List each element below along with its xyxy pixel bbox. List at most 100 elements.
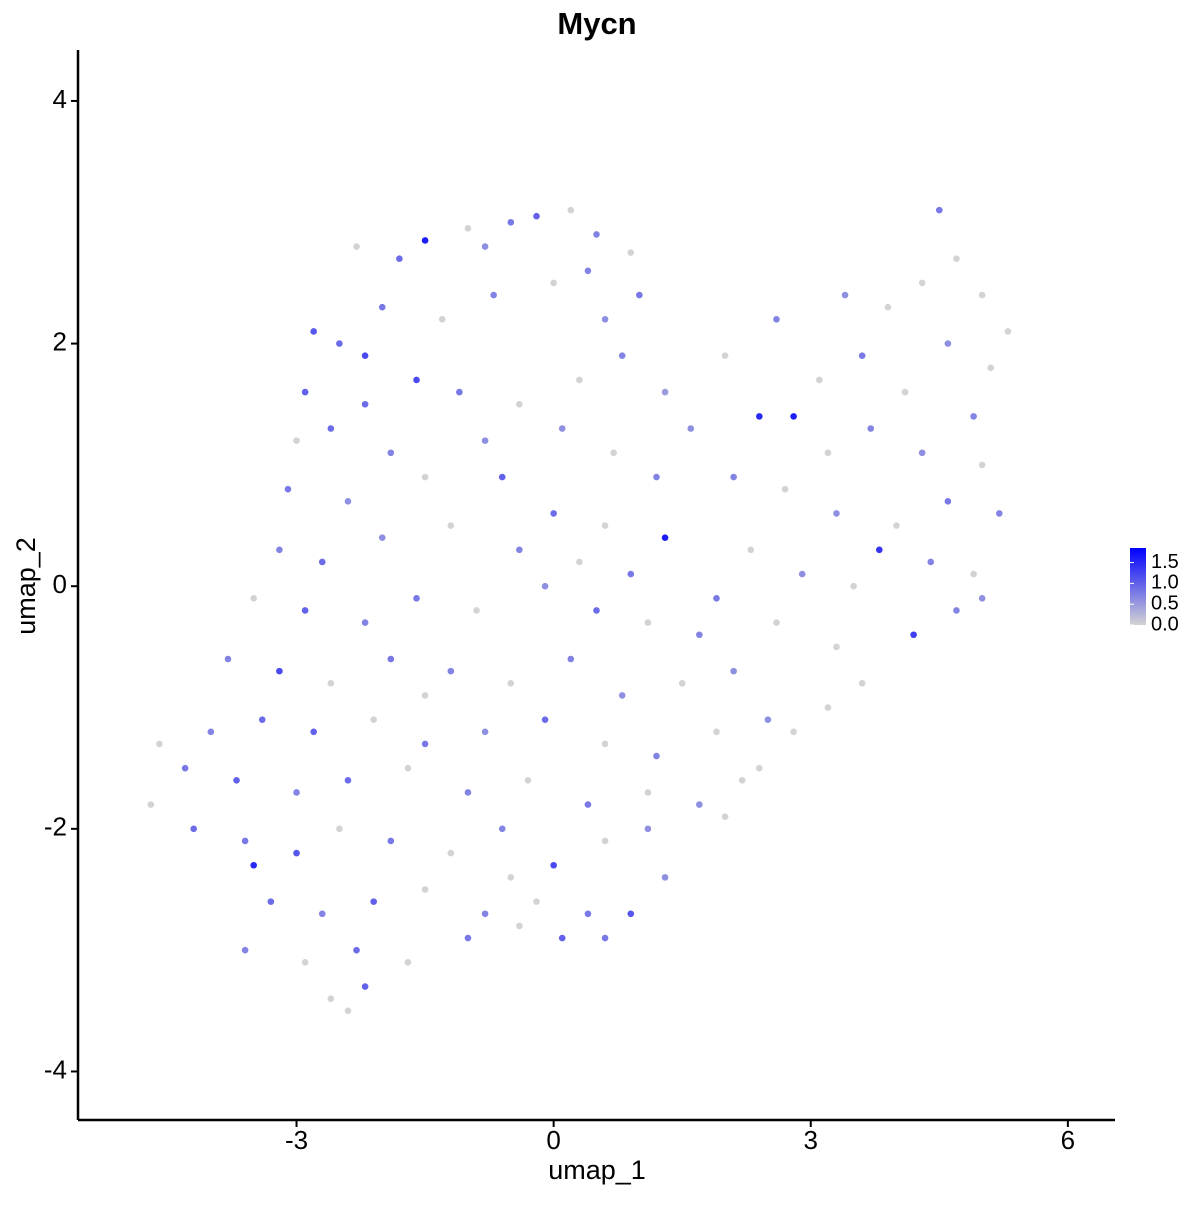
cell-point xyxy=(404,764,412,772)
y-axis-label: umap_2 xyxy=(11,537,41,635)
cell-point xyxy=(567,655,575,663)
cell-point xyxy=(644,619,652,626)
cell-point xyxy=(490,291,497,299)
cell-point xyxy=(370,898,377,905)
cell-point xyxy=(627,249,635,256)
cell-point xyxy=(344,777,352,784)
cell-point xyxy=(610,449,617,457)
cell-point xyxy=(550,279,557,287)
cell-point xyxy=(644,825,652,833)
cell-point xyxy=(618,352,626,360)
cell-point xyxy=(421,692,429,699)
cell-point xyxy=(361,619,369,626)
cell-point xyxy=(524,777,532,784)
cell-point xyxy=(533,212,540,220)
cell-point xyxy=(884,303,892,311)
x-tick-label: -3 xyxy=(285,1125,308,1155)
chart-title: Mycn xyxy=(557,6,636,41)
cell-point xyxy=(464,789,472,796)
cell-point xyxy=(576,376,583,384)
colorbar-tick-label: 0.0 xyxy=(1151,613,1179,635)
cell-point xyxy=(858,352,866,360)
cell-point xyxy=(773,316,780,323)
cell-point xyxy=(713,595,720,602)
cell-point xyxy=(387,655,395,663)
cell-point xyxy=(481,728,489,736)
cell-point xyxy=(1004,328,1012,335)
cell-point xyxy=(481,910,489,918)
cell-point xyxy=(456,388,463,396)
cell-point xyxy=(918,279,926,287)
cell-point xyxy=(267,898,275,905)
cell-point xyxy=(601,837,609,845)
x-axis-label: umap_1 xyxy=(548,1155,646,1185)
y-tick-label: 0 xyxy=(53,569,67,599)
cell-point xyxy=(850,582,857,590)
cell-point xyxy=(730,667,737,675)
cell-point xyxy=(678,679,686,687)
cell-point xyxy=(773,619,780,626)
cell-point xyxy=(447,849,455,857)
cell-point xyxy=(404,958,412,966)
cell-point xyxy=(841,291,849,299)
cell-point xyxy=(301,388,309,396)
cell-point xyxy=(558,425,566,432)
cell-point xyxy=(421,740,429,748)
cell-point xyxy=(824,704,832,711)
cell-point xyxy=(318,910,326,918)
cell-point xyxy=(584,267,592,275)
cell-point xyxy=(156,740,163,748)
cell-point xyxy=(361,983,369,990)
cell-point xyxy=(318,558,326,566)
cell-point xyxy=(593,231,600,238)
cell-point xyxy=(387,449,395,457)
cell-point xyxy=(781,485,789,493)
cell-point xyxy=(301,958,309,966)
cell-point xyxy=(927,558,935,566)
cell-point xyxy=(696,631,703,639)
cell-point xyxy=(721,352,729,360)
cell-point xyxy=(738,777,746,784)
cell-point xyxy=(353,946,360,954)
cell-point xyxy=(464,934,472,942)
colorbar xyxy=(1130,548,1146,625)
cell-point xyxy=(361,352,369,360)
cell-point xyxy=(893,522,900,529)
cell-point xyxy=(464,225,472,232)
cell-point xyxy=(824,449,832,457)
cell-point xyxy=(181,764,189,772)
cell-point xyxy=(601,934,609,942)
colorbar-tick-label: 1.5 xyxy=(1151,551,1179,573)
cell-point xyxy=(756,764,763,772)
cell-point xyxy=(447,667,455,675)
cell-point xyxy=(858,679,866,687)
cell-point xyxy=(661,874,669,881)
cell-point xyxy=(944,340,952,347)
cell-point xyxy=(241,946,249,954)
cell-point xyxy=(250,861,257,869)
cell-point xyxy=(327,995,335,1002)
x-tick-label: 6 xyxy=(1061,1125,1075,1155)
cell-point xyxy=(601,316,609,323)
cell-point xyxy=(833,643,840,651)
cell-point xyxy=(507,679,515,687)
cell-point xyxy=(764,716,772,723)
cell-point xyxy=(644,789,652,796)
cell-point xyxy=(618,692,626,699)
cell-point xyxy=(378,303,386,311)
cell-point xyxy=(310,728,317,736)
cell-point xyxy=(481,243,489,250)
cell-point xyxy=(293,437,300,444)
cell-point xyxy=(498,473,506,481)
x-tick-label: 0 xyxy=(546,1125,560,1155)
cell-point xyxy=(953,607,960,614)
cell-point xyxy=(541,716,549,723)
cell-point xyxy=(661,388,669,396)
cell-point xyxy=(396,255,403,262)
cell-point xyxy=(276,546,283,554)
cell-point xyxy=(284,485,292,493)
cell-point xyxy=(756,413,763,420)
cell-point xyxy=(584,801,592,808)
